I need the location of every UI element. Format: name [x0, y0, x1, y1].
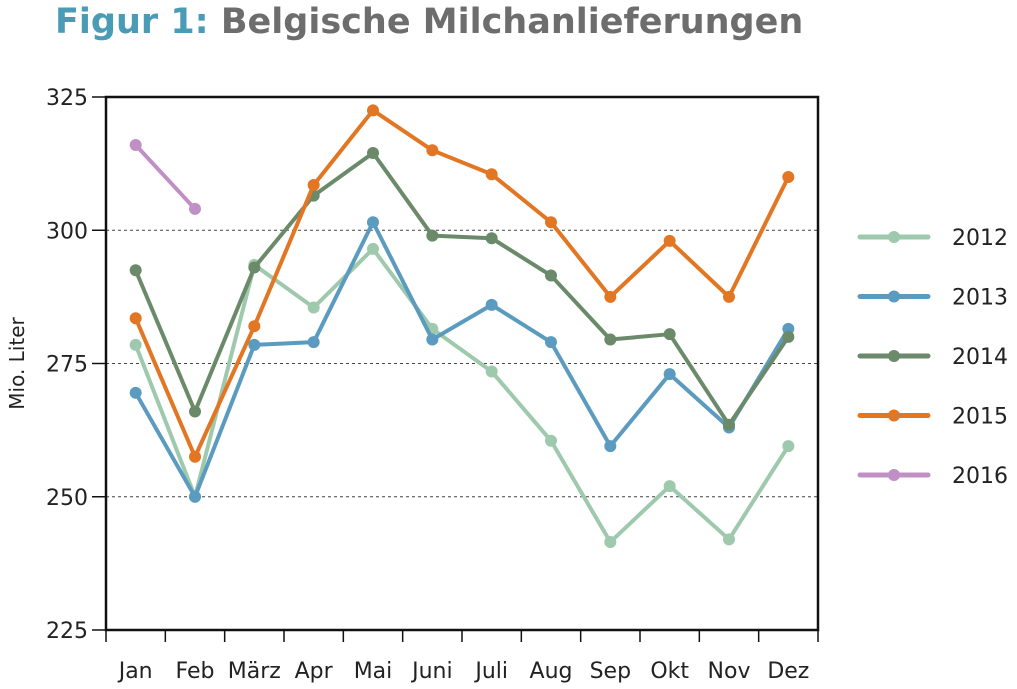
- x-tick-label-Juli: Juli: [473, 659, 508, 684]
- legend-label-2013: 2013: [952, 286, 1008, 311]
- series-line-2015: [133, 108, 791, 459]
- y-tick-label-225: 225: [46, 619, 88, 644]
- legend-marker-2014: [888, 350, 900, 362]
- legend-marker-2016: [888, 469, 900, 481]
- y-tick-label-275: 275: [46, 353, 88, 378]
- data-point-2013-Apr: [307, 336, 320, 349]
- data-point-2015-Juni: [426, 144, 439, 157]
- legend-item-2016: 2016: [857, 464, 1008, 489]
- data-point-2012-Apr: [307, 301, 320, 314]
- y-axis-title: Mio. Liter: [5, 316, 29, 409]
- data-point-2013-Juli: [485, 298, 498, 311]
- x-tick-label-Dez: Dez: [767, 659, 809, 684]
- data-point-2015-März: [248, 320, 261, 333]
- legend-item-2012: 2012: [857, 226, 1008, 251]
- series-line-2014: [133, 150, 791, 427]
- data-point-2015-Aug: [545, 216, 557, 229]
- series-2014: [129, 146, 795, 431]
- legend-label-2014: 2014: [952, 345, 1008, 370]
- data-point-2012-Aug: [545, 434, 557, 447]
- data-point-2012-Mai: [367, 242, 379, 255]
- x-tick-label-Apr: Apr: [295, 659, 334, 684]
- data-point-2013-Sep: [604, 440, 617, 453]
- data-point-2015-Feb: [189, 450, 201, 463]
- data-point-2015-Mai: [367, 104, 379, 117]
- legend-marker-2013: [888, 290, 900, 303]
- data-point-2015-Okt: [663, 234, 676, 247]
- series-2016: [129, 138, 201, 215]
- legend: 2012 2013 2014 2015 2016: [857, 226, 1008, 489]
- data-point-2015-Jan: [129, 312, 142, 325]
- data-point-2014-Aug: [545, 269, 557, 282]
- data-point-2013-Mai: [367, 216, 379, 229]
- data-point-2016-Jan: [129, 138, 142, 151]
- x-tick-label-Jan: Jan: [117, 659, 153, 684]
- chart-title-text: Belgische Milchanlieferungen: [220, 2, 804, 42]
- legend-label-2012: 2012: [952, 226, 1008, 251]
- legend-marker-2015: [888, 409, 900, 422]
- data-point-2014-Juni: [426, 229, 439, 242]
- data-point-2014-Mai: [367, 146, 379, 159]
- data-point-2014-Okt: [663, 328, 676, 341]
- data-point-2016-Feb: [189, 202, 201, 215]
- x-tick-label-Sep: Sep: [590, 659, 631, 684]
- x-tick-label-Nov: Nov: [708, 659, 751, 684]
- series-line-2013: [133, 220, 791, 499]
- series-lines: [129, 104, 795, 549]
- y-tick-label-325: 325: [46, 86, 88, 111]
- legend-label-2015: 2015: [952, 405, 1008, 430]
- data-point-2012-Dez: [782, 440, 795, 453]
- legend-item-2013: 2013: [857, 286, 1008, 311]
- data-point-2012-Okt: [663, 480, 676, 493]
- data-point-2014-März: [248, 261, 261, 274]
- chart-title-figure-number: Figur 1:: [55, 2, 209, 42]
- x-tick-label-Mai: Mai: [354, 659, 393, 684]
- legend-item-2014: 2014: [857, 345, 1008, 370]
- data-point-2015-Sep: [604, 290, 617, 303]
- data-point-2014-Juli: [485, 232, 498, 245]
- grid-lines: [106, 229, 818, 498]
- axes: 225 250 275 300 325 Jan Feb März Apr Mai Juni Juli A…: [5, 86, 820, 684]
- data-point-2014-Nov: [723, 418, 735, 431]
- legend-item-2015: 2015: [857, 405, 1008, 430]
- data-point-2013-Juni: [426, 333, 439, 346]
- x-tick-label-Feb: Feb: [176, 659, 215, 684]
- series-2015: [129, 104, 795, 463]
- legend-label-2016: 2016: [952, 464, 1008, 489]
- data-point-2013-Feb: [189, 490, 201, 503]
- y-tick-label-250: 250: [46, 486, 88, 511]
- data-point-2013-Okt: [663, 368, 676, 381]
- data-point-2014-Sep: [604, 333, 617, 346]
- x-tick-label-Juni: Juni: [410, 659, 453, 684]
- data-point-2012-Nov: [723, 533, 735, 546]
- data-point-2015-Nov: [723, 290, 735, 303]
- x-tick-label-März: März: [228, 659, 281, 684]
- data-point-2013-März: [248, 338, 261, 351]
- series-line-2012: [133, 246, 791, 545]
- data-point-2013-Aug: [545, 336, 557, 349]
- data-point-2014-Jan: [129, 264, 142, 277]
- x-tick-label-Okt: Okt: [650, 659, 689, 684]
- legend-marker-2012: [888, 231, 900, 243]
- data-point-2014-Feb: [189, 405, 201, 418]
- data-point-2012-Sep: [604, 536, 617, 549]
- data-point-2012-Juli: [485, 365, 498, 378]
- series-line-2016: [133, 142, 197, 211]
- data-point-2015-Juli: [485, 168, 498, 181]
- chart-title: Figur 1: Belgische Milchanlieferungen: [55, 2, 803, 42]
- data-point-2012-Jan: [129, 338, 142, 351]
- x-tick-label-Aug: Aug: [530, 659, 573, 684]
- data-point-2014-Dez: [782, 330, 795, 343]
- data-point-2015-Dez: [782, 170, 795, 183]
- data-point-2015-Apr: [307, 178, 320, 191]
- y-tick-label-300: 300: [46, 219, 88, 244]
- data-point-2013-Jan: [129, 386, 142, 399]
